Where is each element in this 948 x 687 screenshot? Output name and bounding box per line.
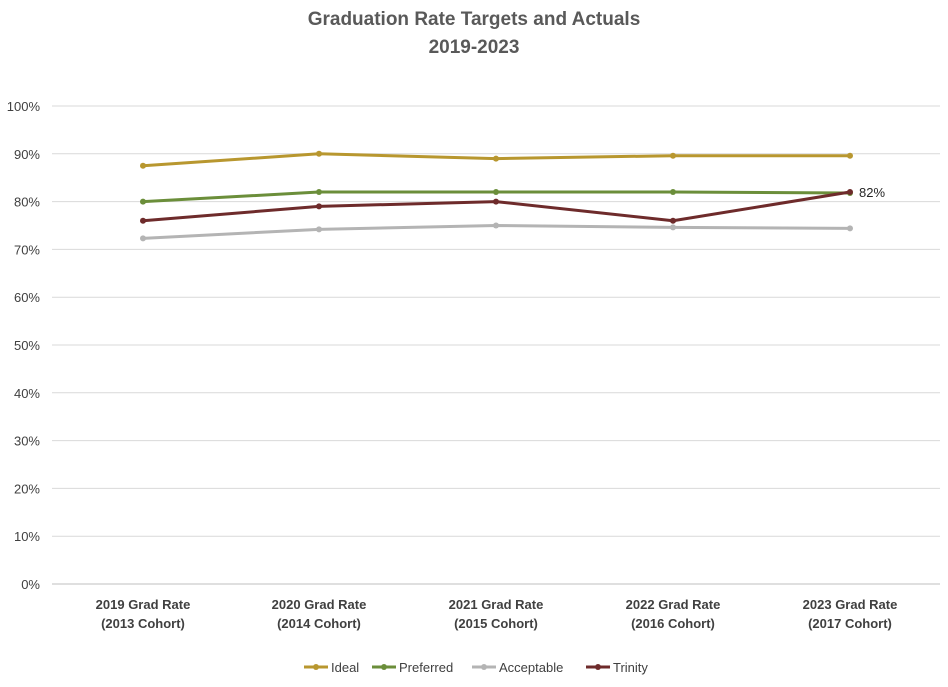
trinity-point — [493, 198, 499, 205]
ideal-point — [847, 152, 853, 159]
legend-marker — [381, 664, 387, 670]
legend-label: Ideal — [331, 660, 359, 675]
y-tick-label: 90% — [14, 147, 40, 162]
x-tick-label: 2023 Grad Rate — [803, 597, 898, 612]
x-tick-label: 2021 Grad Rate — [449, 597, 544, 612]
legend-label: Acceptable — [499, 660, 563, 675]
legend-label: Preferred — [399, 660, 453, 675]
legend-marker — [481, 664, 487, 670]
x-tick-label: 2020 Grad Rate — [272, 597, 367, 612]
acceptable-point — [316, 226, 322, 233]
chart-subtitle: 2019-2023 — [428, 37, 520, 58]
acceptable-point — [847, 225, 853, 232]
y-tick-label: 50% — [14, 338, 40, 353]
x-tick-label: (2017 Cohort) — [808, 616, 892, 631]
preferred-point — [140, 198, 146, 205]
trinity-point — [140, 217, 146, 224]
trinity-point — [316, 203, 322, 210]
y-tick-label: 30% — [14, 434, 40, 449]
ideal-point — [140, 162, 146, 169]
legend-marker — [313, 664, 319, 670]
y-tick-label: 100% — [7, 99, 41, 114]
y-tick-label: 0% — [21, 577, 40, 592]
ideal-point — [670, 152, 676, 159]
data-label: 82% — [859, 185, 885, 200]
y-tick-label: 20% — [14, 481, 40, 496]
legend-marker — [595, 664, 601, 670]
chart-title: Graduation Rate Targets and Actuals — [307, 9, 641, 30]
y-tick-label: 40% — [14, 386, 40, 401]
preferred-point — [493, 189, 499, 196]
acceptable-point — [493, 222, 499, 229]
ideal-point — [493, 155, 499, 162]
x-tick-label: (2015 Cohort) — [454, 616, 538, 631]
preferred-point — [670, 189, 676, 196]
y-tick-label: 60% — [14, 290, 40, 305]
acceptable-point — [670, 224, 676, 231]
legend-label: Trinity — [613, 660, 648, 675]
ideal-point — [316, 150, 322, 157]
x-tick-label: 2022 Grad Rate — [626, 597, 721, 612]
x-tick-label: (2016 Cohort) — [631, 616, 715, 631]
trinity-point — [847, 189, 853, 196]
x-tick-label: (2013 Cohort) — [101, 616, 185, 631]
x-tick-label: 2019 Grad Rate — [96, 597, 191, 612]
trinity-point — [670, 217, 676, 224]
preferred-point — [316, 189, 322, 196]
y-tick-label: 80% — [14, 195, 40, 210]
y-tick-label: 70% — [14, 242, 40, 257]
y-tick-label: 10% — [14, 529, 40, 544]
acceptable-point — [140, 235, 146, 242]
x-tick-label: (2014 Cohort) — [277, 616, 361, 631]
